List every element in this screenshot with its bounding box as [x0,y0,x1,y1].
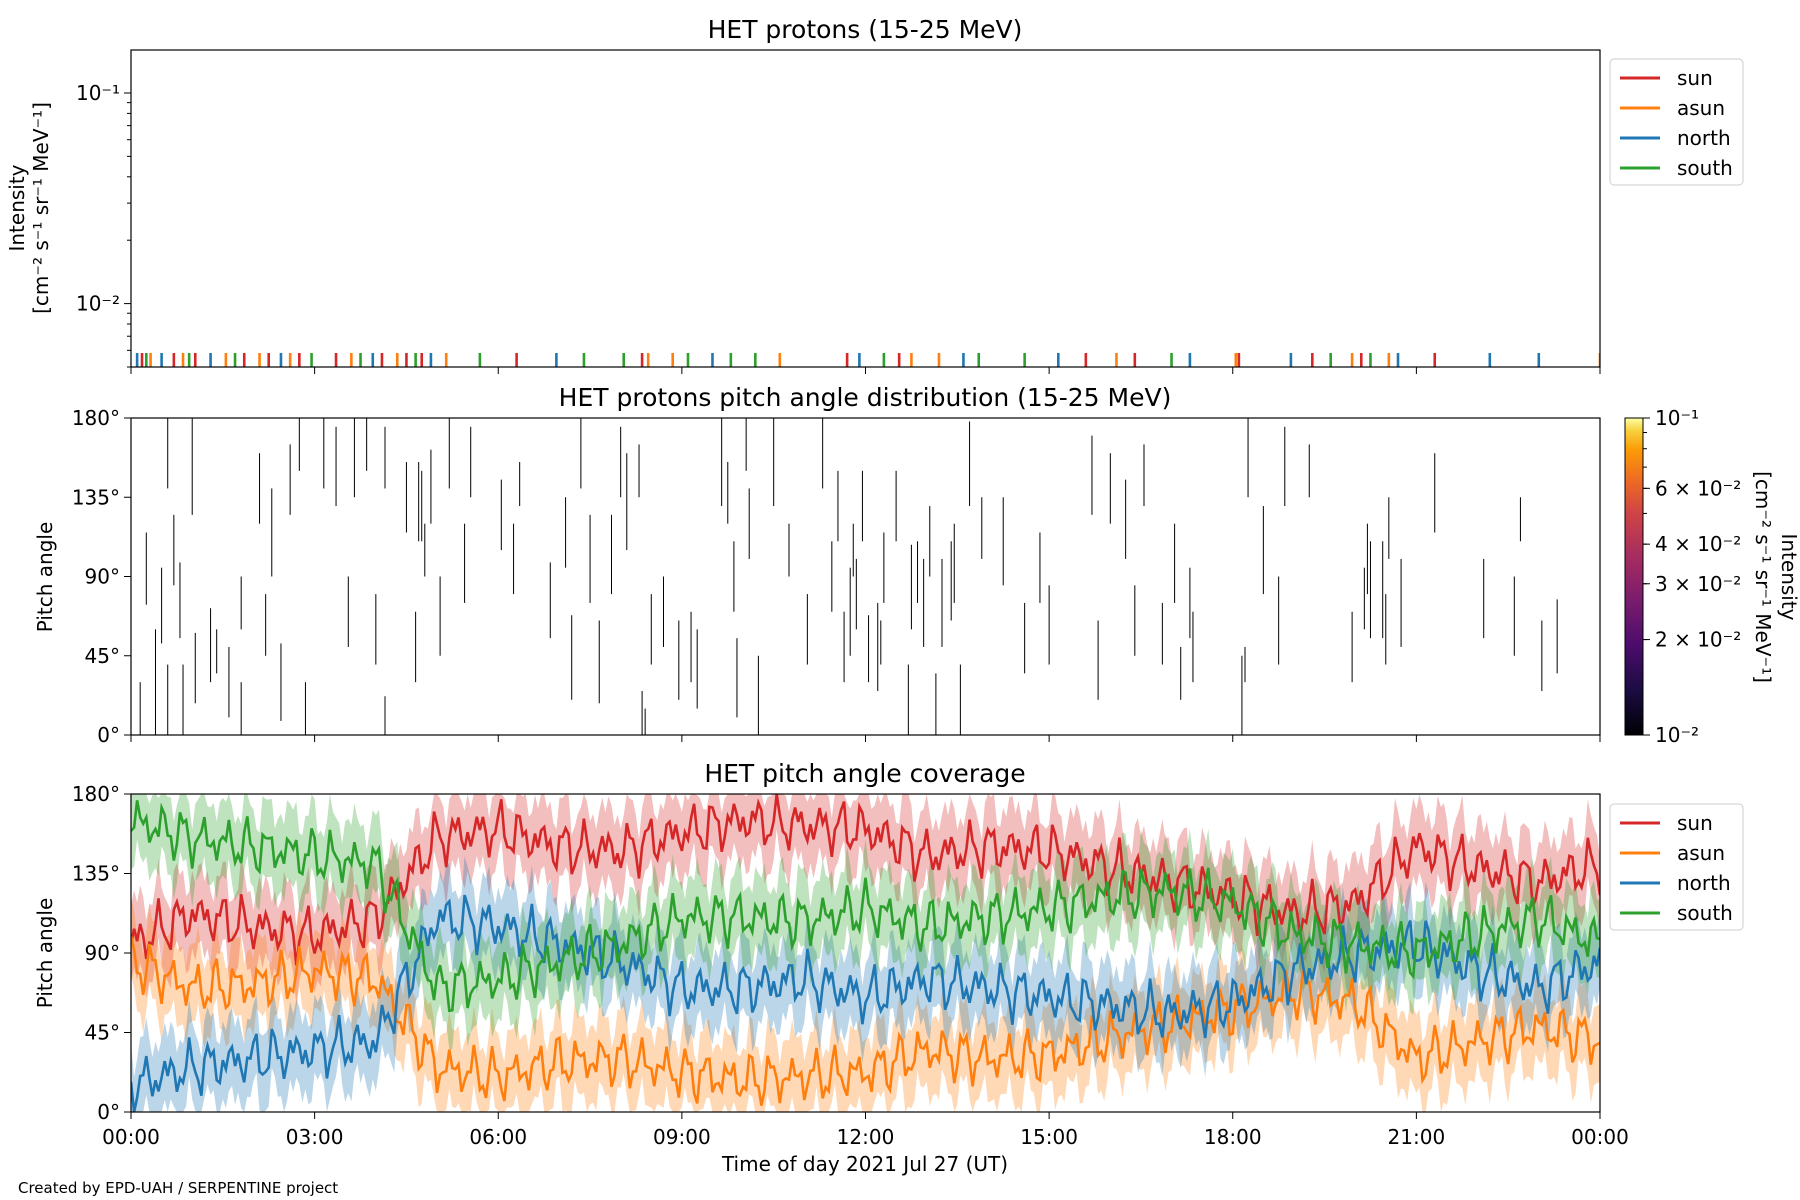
xtick-label: 03:00 [286,1125,344,1149]
panel1-yticks: 10⁻¹ 10⁻² [76,81,131,368]
panel2-ylabel: Pitch angle [33,522,57,633]
legend-label-south: south [1677,156,1733,180]
panel3-title: HET pitch angle coverage [704,759,1025,788]
coverage-line-asun [131,935,1600,1106]
panel2-ytick-label: 90° [85,565,120,589]
colorbar [1624,417,1644,736]
panel3-ytick-label: 135° [72,862,120,886]
panel2-ytick-label: 0° [97,723,120,747]
panel3-ylabel: Pitch angle [33,898,57,1009]
panel1-ytick-label: 10⁻² [76,292,120,316]
coverage-band-north [131,856,1600,1112]
legend-label-north: north [1677,871,1731,895]
panel3-ytick-label: 90° [85,941,120,965]
panel1-ytick-label: 10⁻¹ [76,81,120,105]
legend-label-sun: sun [1677,66,1713,90]
legend-label-sun: sun [1677,811,1713,835]
xtick-label: 12:00 [837,1125,895,1149]
panel-intensity: HET protons (15-25 MeV) 10⁻¹ 10⁻² Intensi… [5,15,1744,374]
panel1-frame [130,49,1601,368]
panel2-ytick-label: 180° [72,406,120,430]
panel-coverage: HET pitch angle coverage 180° 135° 90° 45° 0… [33,759,1744,1149]
xtick-label: 00:00 [102,1125,160,1149]
legend-box [1609,803,1744,931]
colorbar-tick-label: 10⁻¹ [1655,406,1699,430]
coverage-line-south [131,800,1600,1013]
panel1-marks [135,353,1600,367]
colorbar-label-line2: [cm⁻² s⁻¹ sr⁻¹ MeV⁻¹] [1751,471,1775,683]
xtick-label: 06:00 [469,1125,527,1149]
panel1-ylabel-line2: [cm⁻² s⁻¹ sr⁻¹ MeV⁻¹] [29,102,53,314]
xtick-label: 09:00 [653,1125,711,1149]
colorbar-label-line1: Intensity [1777,533,1800,620]
panel3-ytick-label: 45° [85,1021,120,1045]
panel3-ytick-label: 0° [97,1100,120,1124]
panel1-legend: sun asun north south [1609,58,1744,186]
panel-pad: HET protons pitch angle distribution (15… [33,383,1800,747]
legend-label-north: north [1677,126,1731,150]
x-axis-label: Time of day 2021 Jul 27 (UT) [721,1152,1008,1176]
colorbar-ticks: 10⁻¹ 6 × 10⁻² 4 × 10⁻² 3 × 10⁻² 2 × 10⁻² 10⁻² [1643,406,1741,747]
colorbar-tick-label: 2 × 10⁻² [1655,628,1741,652]
legend-box [1609,58,1744,186]
coverage-band-south [131,794,1600,1050]
panel2-xticks [130,735,1601,742]
panel3-marks [131,794,1600,1112]
panel2-marks [139,418,1558,735]
legend-label-asun: asun [1677,841,1725,865]
panel3-ytick-label: 180° [72,782,120,806]
colorbar-tick-label: 6 × 10⁻² [1655,476,1741,500]
coverage-band-sun [131,794,1600,1005]
panel1-xticks [130,367,1601,374]
coverage-line-sun [131,794,1600,966]
xtick-label: 18:00 [1204,1125,1262,1149]
panel3-xticks: 00:00 03:00 06:00 09:00 12:00 15:00 18:00 21:00… [102,1112,1629,1149]
credit-text: Created by EPD-UAH / SERPENTINE project [18,1179,338,1197]
panel1-title: HET protons (15-25 MeV) [708,15,1023,44]
panel2-title: HET protons pitch angle distribution (15… [559,383,1172,412]
panel2-yticks: 180° 135° 90° 45° 0° [72,406,131,747]
legend-label-south: south [1677,901,1733,925]
colorbar-tick-label: 4 × 10⁻² [1655,532,1741,556]
panel3-yticks: 180° 135° 90° 45° 0° [72,782,131,1124]
colorbar-tick-label: 3 × 10⁻² [1655,572,1741,596]
coverage-line-north [131,894,1600,1112]
colorbar-tick-label: 10⁻² [1655,723,1699,747]
panel2-ytick-label: 45° [85,644,120,668]
coverage-band-asun [131,897,1600,1112]
xtick-label: 00:00 [1571,1125,1629,1149]
legend-label-asun: asun [1677,96,1725,120]
panel1-ylabel-line1: Intensity [5,164,29,251]
panel2-frame [130,417,1601,736]
xtick-label: 21:00 [1388,1125,1446,1149]
panel2-ytick-label: 135° [72,485,120,509]
xtick-label: 15:00 [1020,1125,1078,1149]
panel3-legend: sun asun north south [1609,803,1744,931]
